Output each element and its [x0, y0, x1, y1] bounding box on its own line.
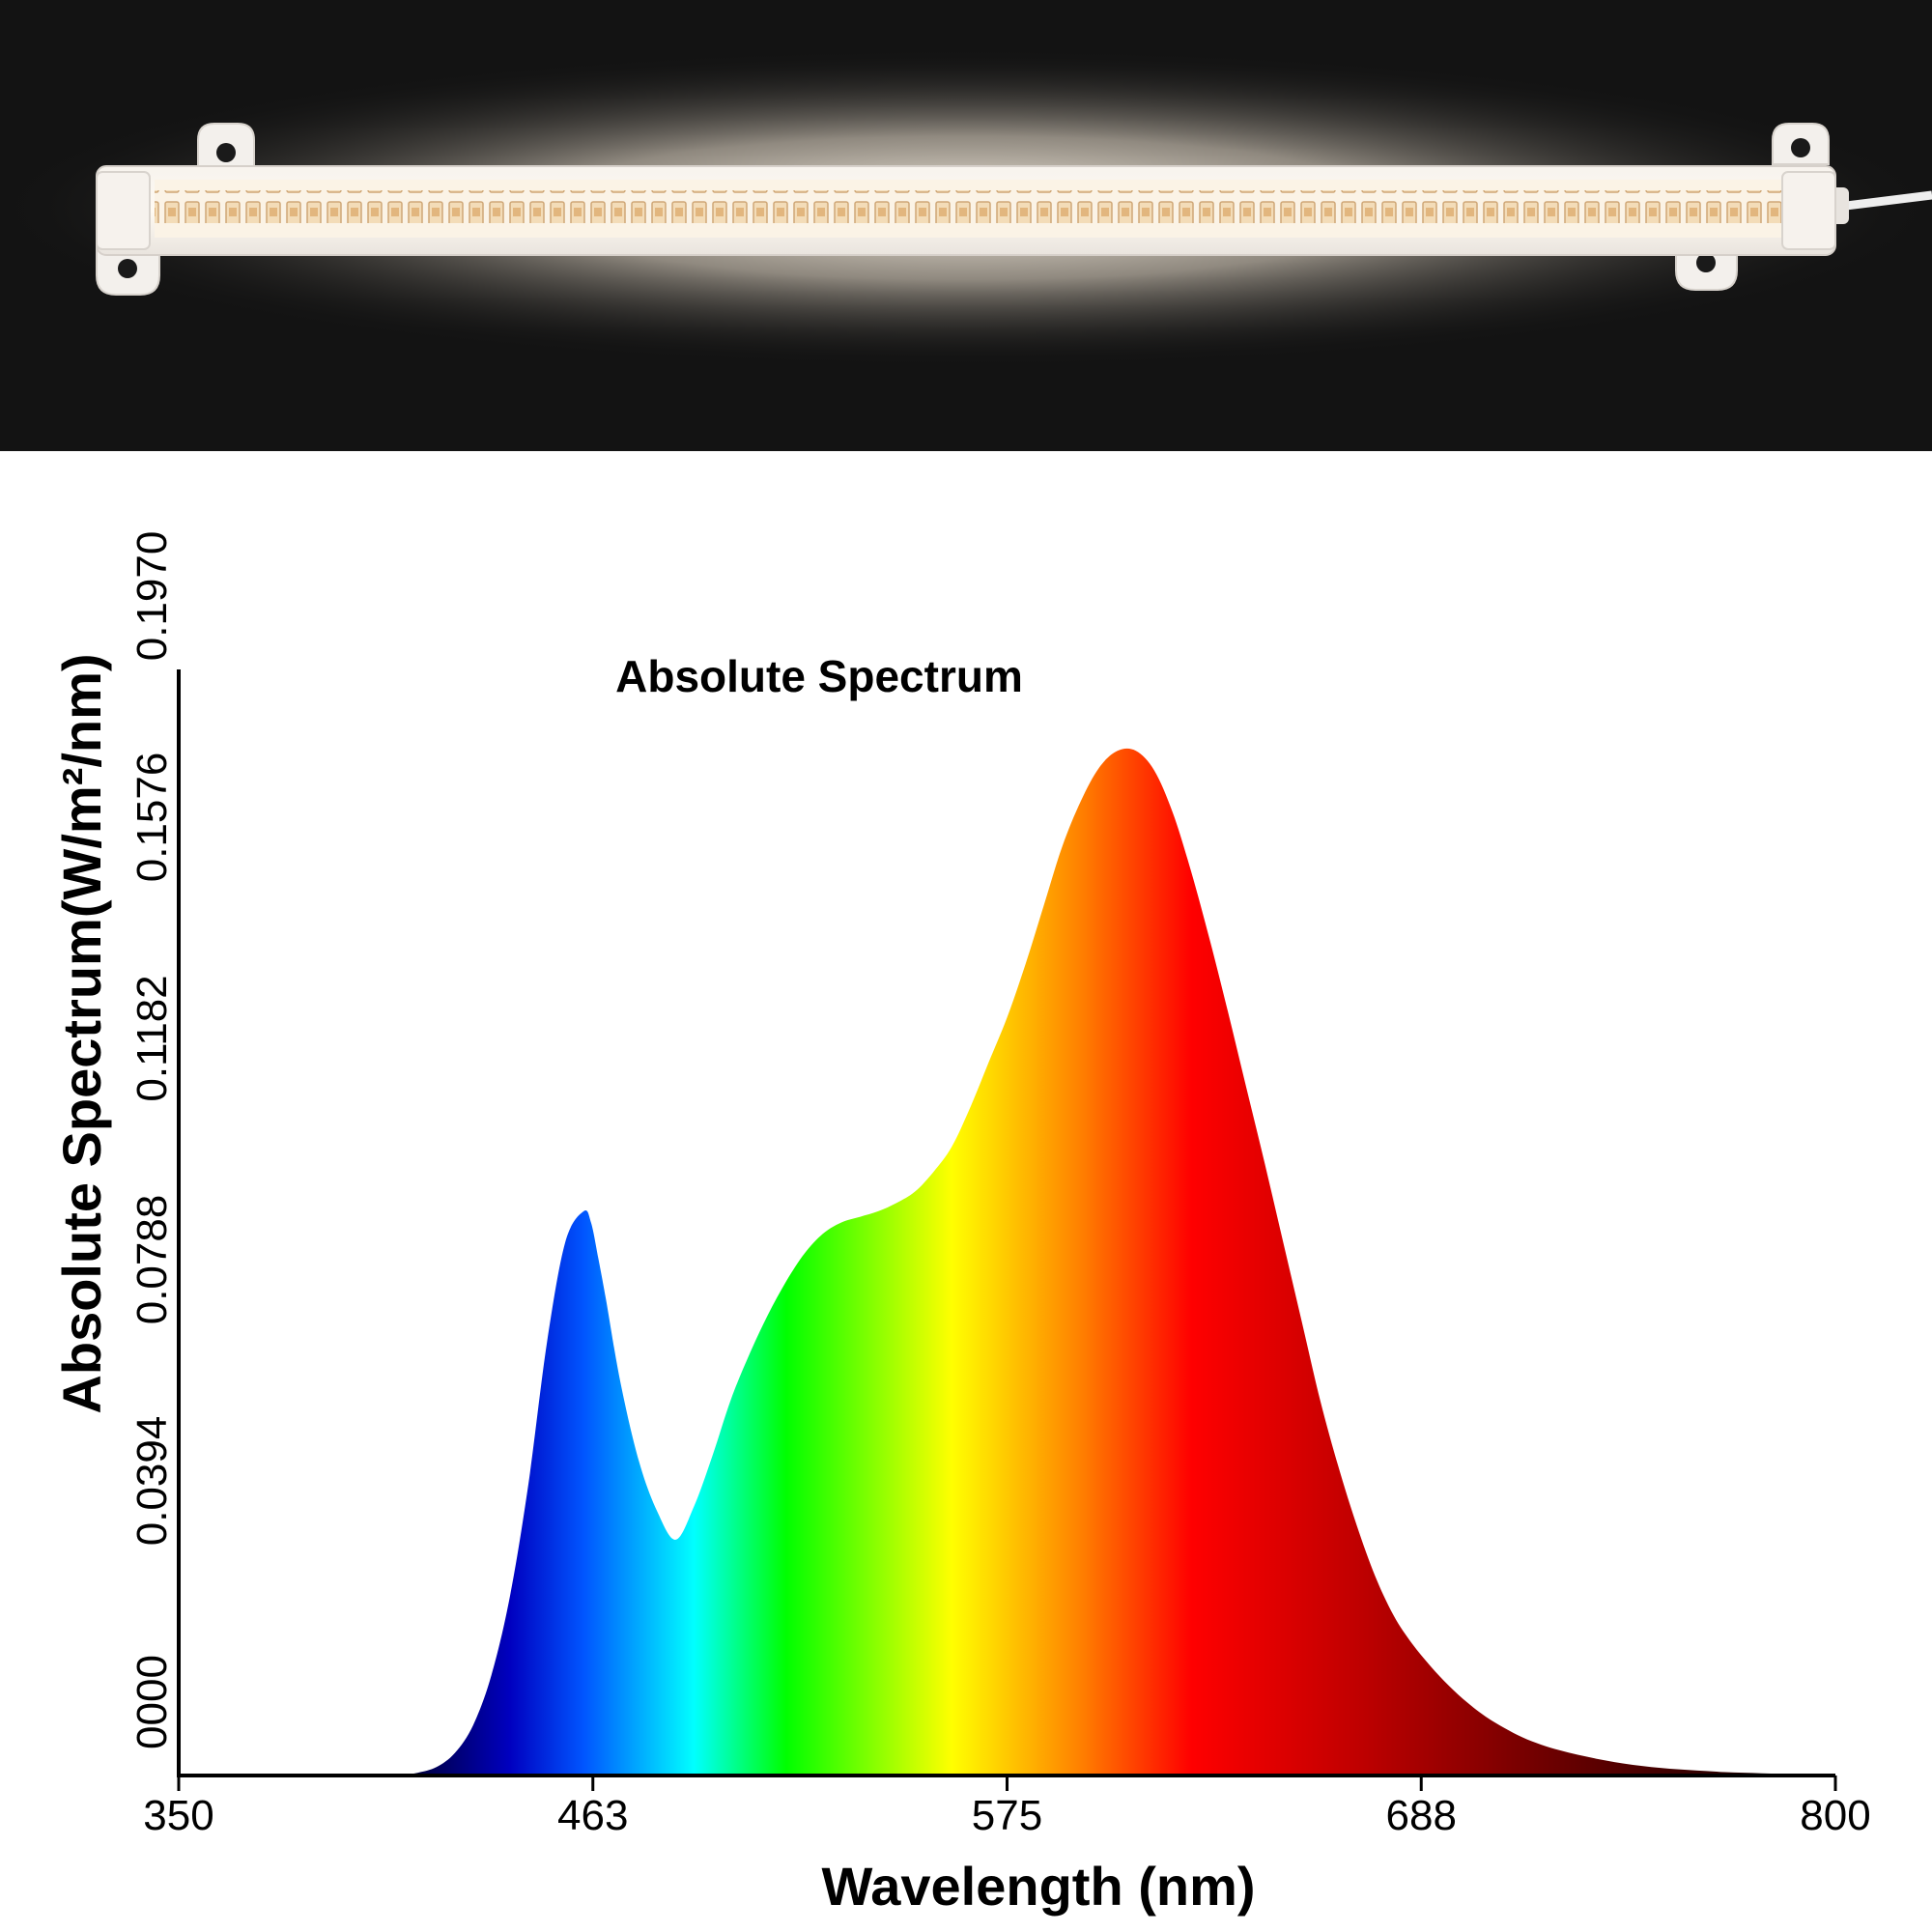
y-tick-label: 0.0788 — [128, 1195, 176, 1325]
y-tick-label: 0.1576 — [128, 753, 176, 883]
x-tick-label: 575 — [972, 1792, 1042, 1839]
x-tick-label: 800 — [1800, 1792, 1870, 1839]
end-cap-left — [96, 171, 151, 250]
y-tick-label: 0000 — [128, 1655, 176, 1749]
mounting-clip — [1675, 245, 1738, 291]
x-tick-label: 688 — [1386, 1792, 1457, 1839]
x-tick-label: 350 — [143, 1792, 213, 1839]
y-tick-label: 0.1970 — [128, 531, 176, 662]
product-photo — [0, 0, 1932, 451]
spectrum-area — [399, 748, 1836, 1776]
x-tick-label: 463 — [557, 1792, 628, 1839]
y-tick-label: 0.1182 — [128, 975, 176, 1101]
y-axis-title: Absolute Spectrum(W/m²/nm) — [51, 653, 112, 1413]
x-axis-title: Wavelength (nm) — [821, 1856, 1255, 1917]
y-tick-label: 0.0394 — [128, 1416, 176, 1547]
mounting-clip — [96, 245, 160, 296]
mounting-clip — [197, 123, 255, 170]
chart-title: Absolute Spectrum — [615, 651, 1023, 701]
mounting-clip — [1772, 123, 1830, 165]
led-chips — [155, 190, 1797, 223]
end-cap-right — [1781, 171, 1836, 250]
spectrum-chart: 350 463 575 688 800 0000 0.0394 0.0788 0.1182 0.1… — [51, 531, 1871, 1917]
